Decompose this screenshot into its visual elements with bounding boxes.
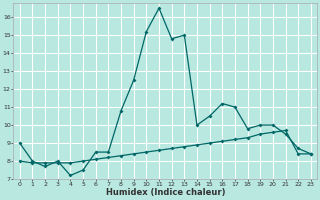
X-axis label: Humidex (Indice chaleur): Humidex (Indice chaleur) [106,188,225,197]
